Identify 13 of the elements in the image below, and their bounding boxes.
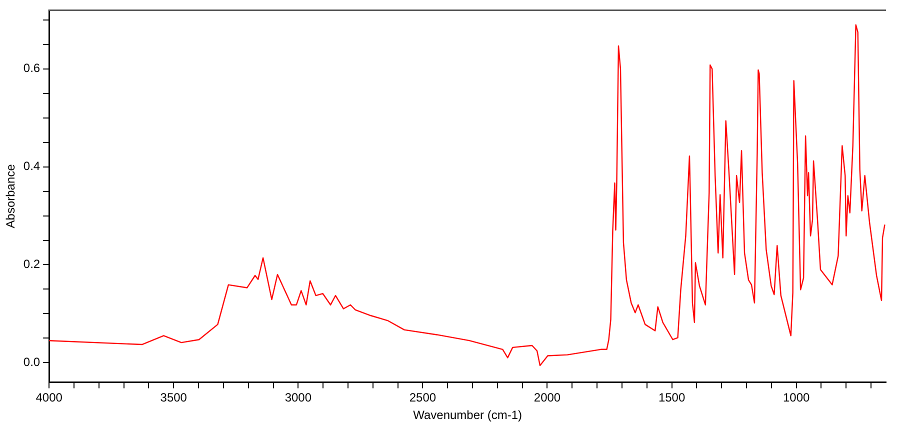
x-tick-label: 3000 xyxy=(284,390,312,405)
y-tick-label: 0.4 xyxy=(23,159,40,174)
x-tick-label: 2500 xyxy=(409,390,436,405)
x-tick-label: 2000 xyxy=(534,390,561,405)
y-axis-title: Absorbance xyxy=(4,164,18,228)
x-tick-label: 4000 xyxy=(36,390,63,405)
y-tick-label: 0.0 xyxy=(23,354,40,369)
x-tick-label: 3500 xyxy=(160,390,188,405)
x-tick-label: 1500 xyxy=(658,390,686,405)
x-axis-title: Wavenumber (cm-1) xyxy=(413,408,522,422)
y-tick-label: 0.6 xyxy=(23,61,40,76)
x-tick-label: 1000 xyxy=(782,390,810,405)
y-tick-label: 0.2 xyxy=(23,257,40,272)
